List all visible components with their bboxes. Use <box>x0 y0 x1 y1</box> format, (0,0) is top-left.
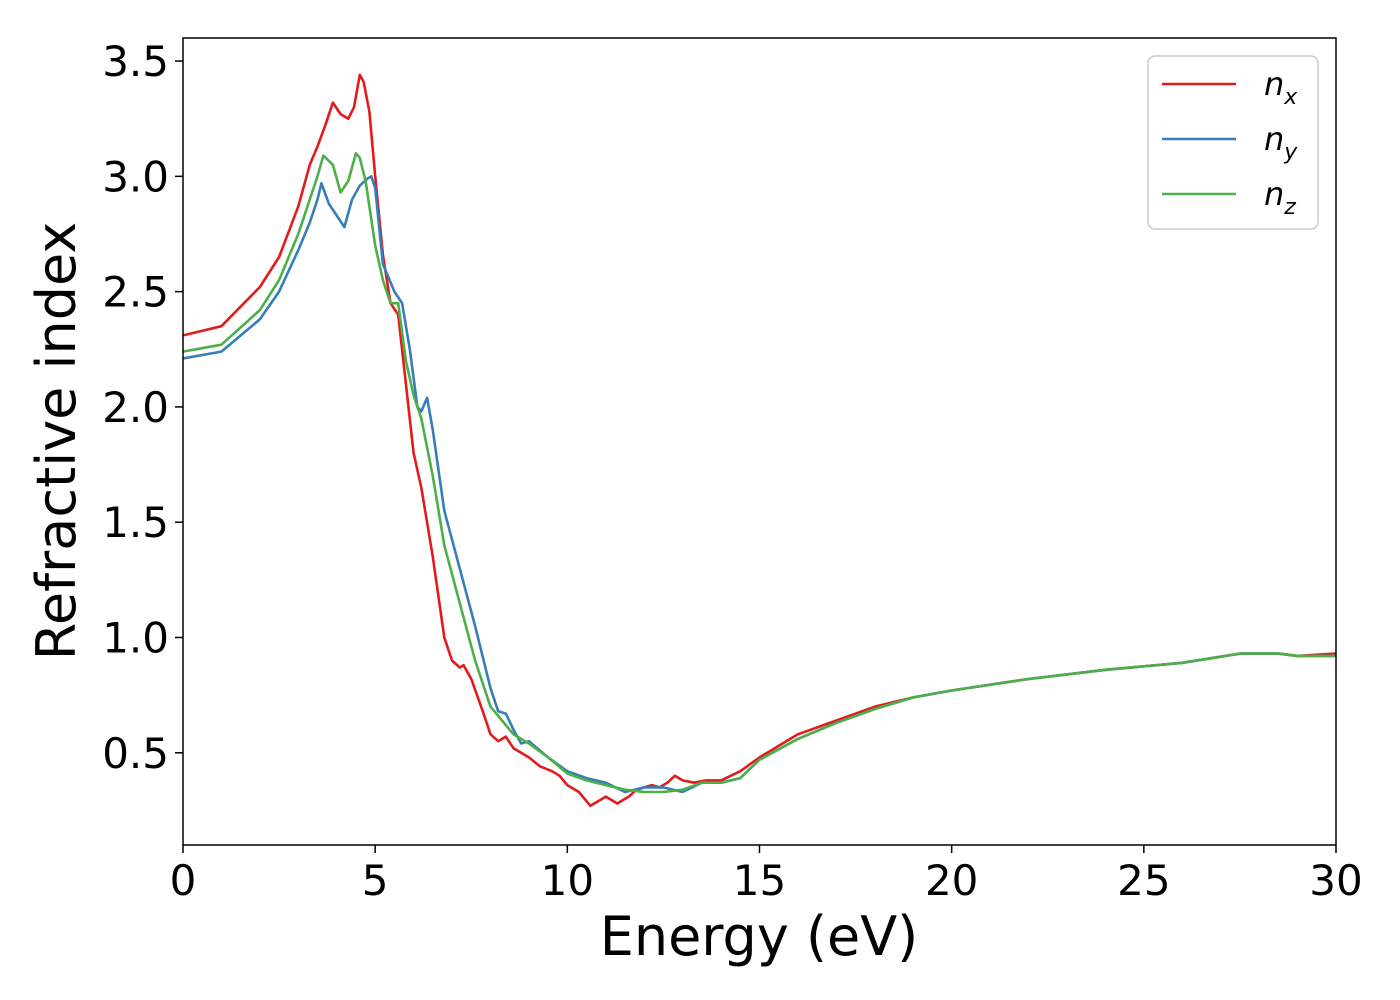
y-tick-label: 1.5 <box>102 498 169 547</box>
y-tick-label: 3.5 <box>102 37 169 86</box>
y-tick-label: 0.5 <box>102 729 169 778</box>
x-tick-label: 10 <box>541 856 594 905</box>
x-tick-label: 25 <box>1117 856 1170 905</box>
x-tick-label: 30 <box>1309 856 1362 905</box>
x-axis-title: Energy (eV) <box>600 905 919 968</box>
series-line-n-z <box>183 152 1336 794</box>
y-tick-label: 1.0 <box>102 613 169 662</box>
x-tick-label: 20 <box>925 856 978 905</box>
y-tick-label: 2.5 <box>102 268 169 317</box>
series-line-n-x <box>183 73 1336 808</box>
y-tick-label: 2.0 <box>102 383 169 432</box>
x-tick-label: 15 <box>733 856 786 905</box>
y-axis-ticks: 0.5 1.0 1.5 2.0 2.5 3.0 3.5 <box>102 37 183 778</box>
y-tick-label: 3.0 <box>102 152 169 201</box>
legend-box <box>1147 55 1319 230</box>
x-tick-label: 5 <box>362 856 389 905</box>
series-layer <box>183 73 1336 808</box>
x-tick-label: 0 <box>170 856 197 905</box>
y-axis-title: Refractive index <box>25 222 88 661</box>
x-axis-ticks: 0 5 10 15 20 25 30 <box>170 845 1363 905</box>
